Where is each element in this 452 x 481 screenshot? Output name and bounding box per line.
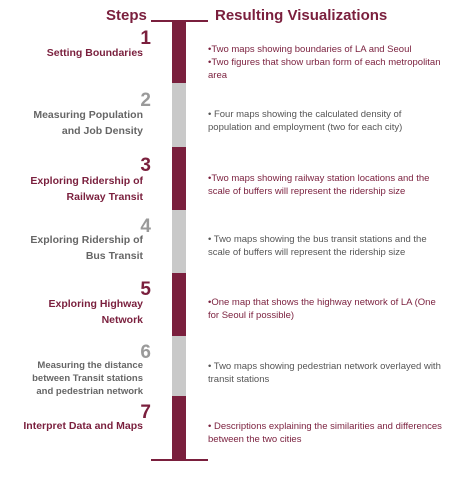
step-label-5: Exploring Highway Network — [48, 298, 143, 326]
result-item: • Two maps showing the bus transit stati… — [208, 234, 427, 258]
step-number-1: 1 — [140, 28, 151, 49]
timeline-segment-3 — [172, 147, 186, 210]
step-label-6: Measuring the distance between Transit s… — [32, 360, 143, 397]
timeline-segment-5 — [172, 273, 186, 336]
result-item: •Two maps showing railway station locati… — [208, 173, 430, 197]
step-number-3: 3 — [140, 155, 151, 176]
steps-header: Steps — [106, 7, 147, 24]
step-results-2: • Four maps showing the calculated densi… — [208, 108, 444, 134]
timeline-segment-7 — [172, 396, 186, 459]
results-header: Resulting Visualizations — [215, 7, 388, 24]
timeline-segment-1 — [172, 22, 186, 83]
step-label-3: Exploring Ridership of Railway Transit — [30, 175, 143, 203]
result-item: •Two figures that show urban form of eac… — [208, 57, 441, 81]
step-label-1: Setting Boundaries — [46, 47, 143, 59]
step-number-5: 5 — [140, 279, 151, 300]
result-item: •Two maps showing boundaries of LA and S… — [208, 44, 412, 55]
step-results-5: •One map that shows the highway network … — [208, 296, 444, 322]
step-number-7: 7 — [140, 402, 151, 423]
step-results-6: • Two maps showing pedestrian network ov… — [208, 360, 444, 386]
step-number-2: 2 — [140, 90, 151, 111]
timeline-bottom-cap — [151, 459, 208, 461]
step-results-3: •Two maps showing railway station locati… — [208, 172, 444, 198]
step-results-1: •Two maps showing boundaries of LA and S… — [208, 43, 444, 82]
result-item: • Two maps showing pedestrian network ov… — [208, 361, 441, 385]
timeline-segment-2 — [172, 83, 186, 147]
step-label-2: Measuring Population and Job Density — [33, 109, 143, 137]
timeline-segment-4 — [172, 210, 186, 273]
timeline-segment-6 — [172, 336, 186, 396]
step-label-7: Interpret Data and Maps — [23, 420, 143, 432]
step-label-4: Exploring Ridership of Bus Transit — [30, 234, 143, 262]
timeline-top-cap — [151, 20, 208, 22]
result-item: • Descriptions explaining the similariti… — [208, 421, 442, 445]
step-number-4: 4 — [140, 216, 151, 237]
step-results-4: • Two maps showing the bus transit stati… — [208, 233, 444, 259]
result-item: •One map that shows the highway network … — [208, 297, 436, 321]
step-results-7: • Descriptions explaining the similariti… — [208, 420, 444, 446]
result-item: • Four maps showing the calculated densi… — [208, 109, 403, 133]
step-number-6: 6 — [140, 342, 151, 363]
